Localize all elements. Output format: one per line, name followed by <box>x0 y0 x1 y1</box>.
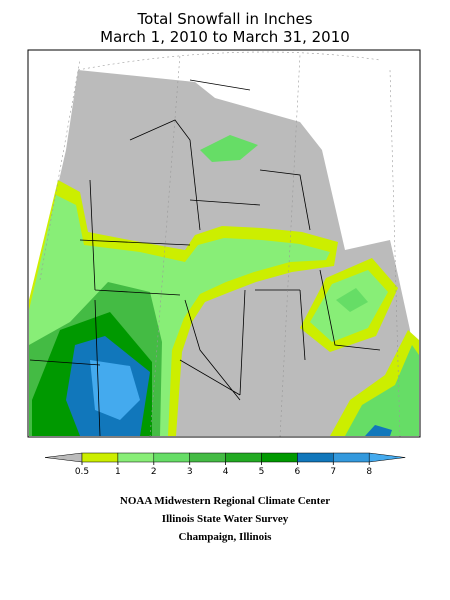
legend-swatch <box>153 452 190 463</box>
map-frame <box>27 49 421 438</box>
legend-tick-label: 6 <box>295 467 301 477</box>
title-line: Total Snowfall in Inches <box>136 10 312 28</box>
legend-swatch <box>81 452 119 463</box>
legend-tick-label: 3 <box>187 467 193 477</box>
credit-line: NOAA Midwestern Regional Climate Center <box>120 495 330 507</box>
snow-zone <box>200 135 258 162</box>
legend: 0.5 1 2 3 4 5 6 7 8 <box>44 452 406 477</box>
legend-arrow <box>368 452 406 463</box>
title-line: March 1, 2010 to March 31, 2010 <box>100 28 350 46</box>
snow-zone <box>90 360 140 420</box>
legend-tick-label: 8 <box>366 467 372 477</box>
graticule <box>39 51 401 438</box>
map <box>27 49 421 438</box>
snow-zone <box>345 345 419 436</box>
legend-tick-label: 5 <box>259 467 265 477</box>
credit-line: Illinois State Water Survey <box>162 513 289 525</box>
snow-zone <box>336 288 368 312</box>
legend-swatch <box>189 452 226 463</box>
legend-swatch <box>333 452 370 463</box>
snow-zone <box>365 425 392 436</box>
legend-swatch <box>117 452 155 463</box>
legend-arrow <box>44 452 83 463</box>
legend-tick-label: 7 <box>330 467 336 477</box>
legend-swatch <box>297 452 334 463</box>
legend-tick-label: 1 <box>115 467 121 477</box>
legend-tick-label: 0.5 <box>75 467 89 477</box>
legend-swatch <box>261 452 298 463</box>
state-border <box>29 79 381 437</box>
legend-swatch <box>225 452 262 463</box>
legend-tick-label: 2 <box>151 467 157 477</box>
legend-tick-label: 4 <box>223 467 229 477</box>
credit-line: Champaign, Illinois <box>179 531 273 543</box>
